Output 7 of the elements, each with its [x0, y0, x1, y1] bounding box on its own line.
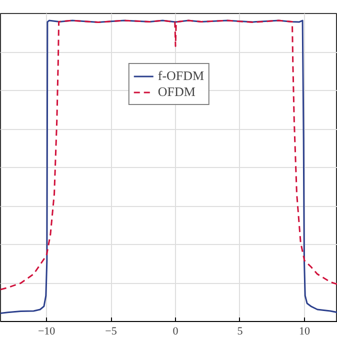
x-tick-label: 0: [172, 326, 179, 337]
legend-label: f-OFDM: [158, 68, 204, 84]
x-tick-label: −10: [38, 326, 56, 337]
x-tick-label: −5: [105, 326, 118, 337]
x-tick-label: 10: [298, 326, 310, 337]
x-tick-label: 5: [237, 326, 244, 337]
legend-label: OFDM: [158, 84, 196, 100]
